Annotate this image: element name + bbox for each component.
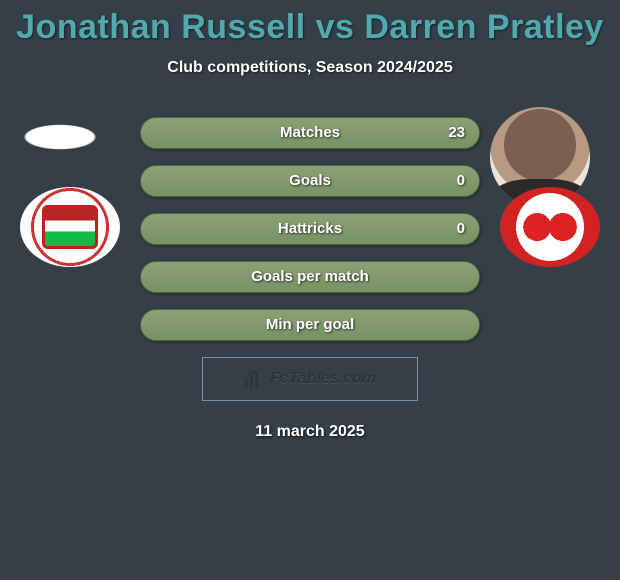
stat-row-goals-per-match: Goals per match bbox=[140, 261, 480, 293]
date: 11 march 2025 bbox=[0, 423, 620, 441]
stat-row-hattricks: Hattricks 0 bbox=[140, 213, 480, 245]
bar-chart-icon bbox=[244, 370, 264, 388]
stat-right-value: 23 bbox=[434, 118, 479, 148]
stat-label: Min per goal bbox=[141, 310, 479, 340]
player-left-club-badge bbox=[20, 187, 120, 267]
stat-row-matches: Matches 23 bbox=[140, 117, 480, 149]
watermark-text: FcTables.com bbox=[270, 370, 376, 388]
page-subtitle: Club competitions, Season 2024/2025 bbox=[0, 59, 620, 77]
main-area: Matches 23 Goals 0 Hattricks 0 Goals per… bbox=[0, 117, 620, 441]
stat-label: Matches bbox=[141, 118, 479, 148]
watermark: FcTables.com bbox=[202, 357, 418, 401]
comparison-infographic: Jonathan Russell vs Darren Pratley Club … bbox=[0, 0, 620, 580]
stat-label: Hattricks bbox=[141, 214, 479, 244]
page-title: Jonathan Russell vs Darren Pratley bbox=[0, 0, 620, 47]
player-right-club-badge bbox=[500, 187, 600, 267]
stat-label: Goals bbox=[141, 166, 479, 196]
stat-bars: Matches 23 Goals 0 Hattricks 0 Goals per… bbox=[140, 117, 480, 341]
stat-row-goals: Goals 0 bbox=[140, 165, 480, 197]
stat-right-value: 0 bbox=[443, 214, 479, 244]
stat-label: Goals per match bbox=[141, 262, 479, 292]
stat-right-value: 0 bbox=[443, 166, 479, 196]
stat-row-min-per-goal: Min per goal bbox=[140, 309, 480, 341]
